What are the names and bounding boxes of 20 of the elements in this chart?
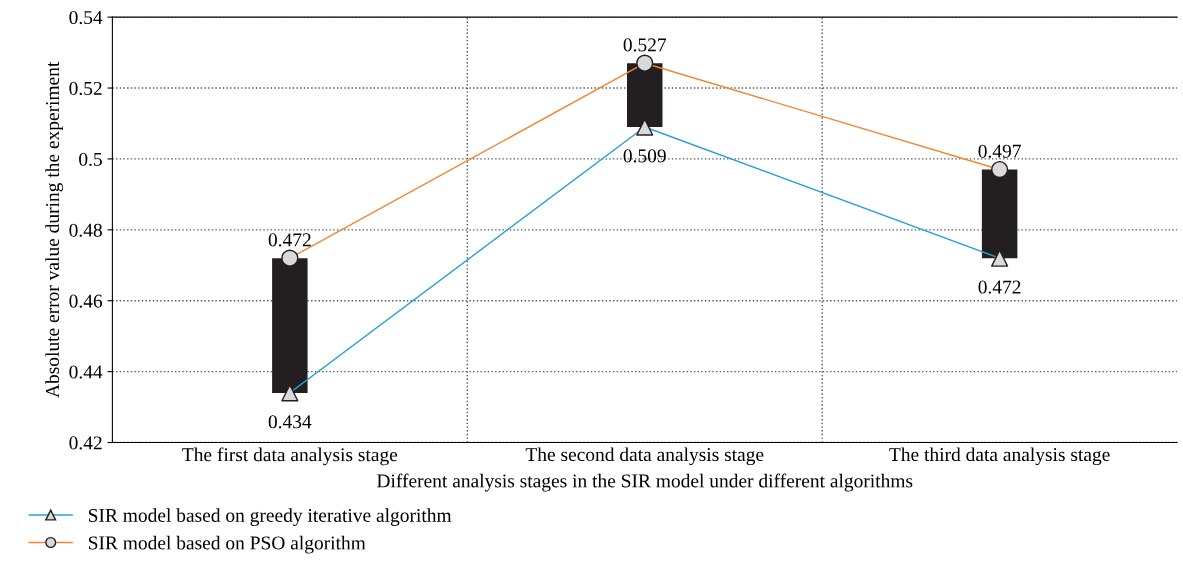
data-label: 0.434: [268, 415, 312, 429]
legend-label: SIR model based on greedy iterative algorithm: [88, 508, 452, 526]
data-label: 0.472: [978, 280, 1021, 294]
legend-label: SIR model based on PSO algorithm: [88, 535, 366, 554]
y-tick-label: 0.54: [69, 10, 103, 25]
y-tick-label: 0.5: [79, 152, 102, 166]
y-axis-title: Absolute error value during the experiment: [45, 61, 64, 398]
y-tick-label: 0.44: [69, 365, 103, 379]
x-tick-label: The first data analysis stage: [182, 447, 398, 466]
x-tick-label: The second data analysis stage: [525, 447, 764, 466]
x-axis-title: Different analysis stages in the SIR model under different algorithms: [376, 473, 913, 492]
data-label: 0.472: [268, 233, 311, 247]
data-label: 0.509: [623, 149, 666, 163]
data-label: 0.497: [978, 144, 1021, 158]
y-tick-label: 0.48: [69, 223, 102, 237]
data-label: 0.527: [623, 38, 667, 52]
y-tick-label: 0.42: [69, 436, 102, 450]
x-tick-label: The third data analysis stage: [889, 447, 1110, 466]
y-tick-label: 0.52: [69, 81, 102, 96]
y-tick-label: 0.46: [69, 294, 103, 308]
